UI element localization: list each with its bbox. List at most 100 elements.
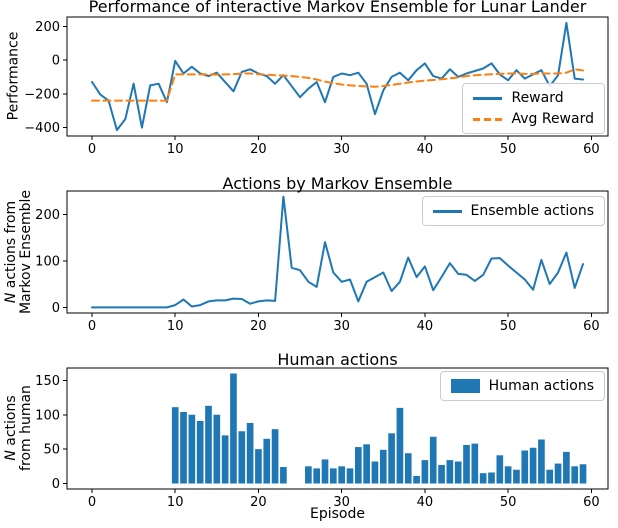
human-bar xyxy=(321,459,329,484)
human-bar xyxy=(546,469,554,484)
legend-entry-avg-reward: Avg Reward xyxy=(473,111,594,127)
x-tick-label: 10 xyxy=(167,142,184,157)
human-bar xyxy=(346,468,354,484)
x-tick-label: 60 xyxy=(583,495,600,510)
y-tick-label: −400 xyxy=(24,121,60,136)
human-bar xyxy=(255,449,262,484)
legend-entry-reward: Reward xyxy=(473,90,594,106)
human-bar xyxy=(413,475,420,484)
human-bar xyxy=(488,472,495,484)
y-tick-label: 150 xyxy=(35,374,60,389)
human-bar xyxy=(463,445,470,484)
human-bar xyxy=(513,469,520,484)
ensemble-legend: Ensemble actions xyxy=(421,196,605,226)
human-bar xyxy=(171,407,179,484)
human-bar xyxy=(246,423,254,484)
human-bar xyxy=(563,451,570,484)
y-tick-label: 200 xyxy=(35,20,60,35)
x-tick-label: 0 xyxy=(88,495,96,510)
human-bar xyxy=(446,460,454,484)
x-tick-label: 30 xyxy=(333,319,350,334)
performance-chart-title: Performance of interactive Markov Ensemb… xyxy=(88,0,587,16)
human-bar xyxy=(205,405,212,484)
human-bar xyxy=(529,447,537,484)
human-bar xyxy=(396,407,404,484)
human-bar xyxy=(305,466,312,484)
x-tick-label: 40 xyxy=(417,142,434,157)
human-bar xyxy=(538,439,545,484)
human-bar xyxy=(379,449,387,484)
x-tick-label: 20 xyxy=(250,495,267,510)
x-tick-label: 20 xyxy=(250,319,267,334)
y-tick-label: 0 xyxy=(52,477,60,492)
x-tick-label: 60 xyxy=(583,142,600,157)
x-tick-label: 20 xyxy=(250,142,267,157)
human-bar xyxy=(579,464,587,484)
y-tick-label: 100 xyxy=(35,408,60,423)
human-bar xyxy=(271,429,279,484)
x-tick-label: 40 xyxy=(417,495,434,510)
human-bar xyxy=(388,433,395,484)
legend-label: Avg Reward xyxy=(511,111,594,127)
x-tick-label: 30 xyxy=(333,142,350,157)
human-bar xyxy=(554,463,562,484)
human-bar xyxy=(330,468,337,484)
human-bar xyxy=(454,461,462,484)
human-bar xyxy=(521,450,529,484)
human-bar xyxy=(504,466,512,484)
y-tick-label: 50 xyxy=(43,443,60,458)
human-bar xyxy=(280,467,287,484)
reward-line xyxy=(91,21,584,132)
legend-label: Ensemble actions xyxy=(470,203,595,219)
human-legend: Human actions xyxy=(439,371,605,401)
human-bar xyxy=(571,466,579,484)
human-bar xyxy=(429,436,437,484)
human-chart-title: Human actions xyxy=(277,350,398,369)
legend-entry-human-actions: Human actions xyxy=(450,378,594,394)
human-bar xyxy=(354,447,362,484)
human-bar xyxy=(438,464,445,484)
human-bar xyxy=(338,466,345,484)
human-bar xyxy=(496,455,504,484)
ensemble-chart-title: Actions by Markov Ensemble xyxy=(222,174,453,193)
x-tick-label: 0 xyxy=(88,319,96,334)
human-bar-swatch xyxy=(450,379,480,393)
human-bar xyxy=(221,435,229,484)
performance-legend: Reward Avg Reward xyxy=(462,83,605,134)
human-bar xyxy=(404,453,412,484)
x-tick-label: 50 xyxy=(500,495,517,510)
x-tick-label: 60 xyxy=(583,319,600,334)
human-bar xyxy=(313,468,321,484)
human-bar xyxy=(213,414,221,484)
avg-reward-line xyxy=(91,68,584,102)
x-axis-label: Episode xyxy=(310,506,365,522)
human-bar xyxy=(471,443,479,484)
human-y-axis-label: N actions from human xyxy=(3,385,34,471)
y-tick-label: 0 xyxy=(52,54,60,69)
x-tick-label: 10 xyxy=(167,319,184,334)
ensemble-actions-axes-frame xyxy=(66,190,609,314)
y-tick-label: 100 xyxy=(35,254,60,269)
legend-label: Human actions xyxy=(488,378,594,394)
reward-line-swatch xyxy=(473,96,503,100)
human-bar xyxy=(188,414,196,484)
y-tick-label: 200 xyxy=(35,208,60,223)
y-tick-label: −200 xyxy=(24,87,60,102)
performance-axes-frame xyxy=(66,16,609,137)
ensemble-line-swatch xyxy=(432,209,462,213)
performance-y-axis-label: Performance xyxy=(5,31,22,121)
avg-reward-line-swatch xyxy=(473,117,503,121)
human-bar xyxy=(196,420,204,484)
human-bar xyxy=(479,473,487,484)
legend-entry-ensemble-actions: Ensemble actions xyxy=(432,203,595,219)
human-bar xyxy=(363,444,370,484)
x-tick-label: 50 xyxy=(500,319,517,334)
human-bar xyxy=(421,460,429,484)
human-bar xyxy=(371,461,379,484)
x-tick-label: 30 xyxy=(333,495,350,510)
x-tick-label: 10 xyxy=(167,495,184,510)
x-tick-label: 0 xyxy=(88,142,96,157)
legend-label: Reward xyxy=(511,90,564,106)
